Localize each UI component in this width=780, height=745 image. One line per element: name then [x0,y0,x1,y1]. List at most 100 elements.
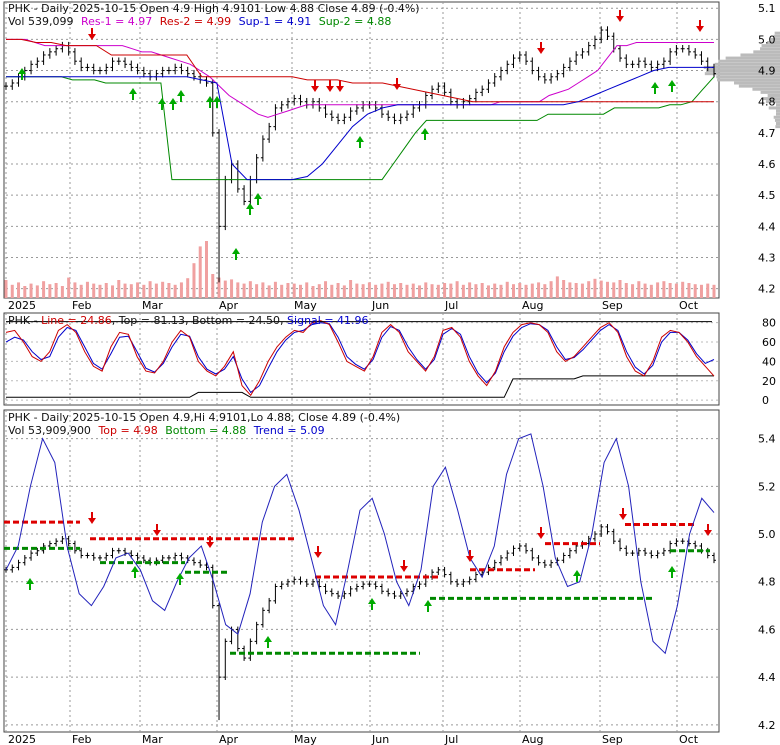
price-header-res1: Res-1 = 4.97 [81,15,152,28]
volume-bar [255,284,258,298]
trend-header-line2: Vol 53,909,900 Top = 4.98 Bottom = 4.88 … [8,424,325,437]
volume-bar [236,282,239,298]
volume-bar [637,281,640,298]
volume-bar [318,284,321,298]
stoch-header-top: Top = 81.13 [118,314,185,327]
volume-bar [261,282,264,298]
volume-bar [86,282,89,298]
volume-bar [713,285,716,298]
price-header-sup1: Sup-1 = 4.91 [239,15,312,28]
volume-bar [293,284,296,298]
volume-bar [518,283,521,298]
volume-bar [186,278,189,298]
price-y-tick-label: 4.7 [758,127,776,140]
volume-bar [675,284,678,298]
price-x-tick-label: Jun [371,299,389,312]
volume-bar [5,280,8,298]
volume-bar [355,284,358,298]
trend-x-tick-label: 2025 [8,733,36,745]
volume-profile-bar [734,82,780,85]
stoch-y-tick-label: 60 [762,336,776,349]
price-y-tick-label: 4.5 [758,189,776,202]
volume-bar [167,283,170,298]
volume-bar [606,282,609,298]
volume-bar [512,284,515,298]
volume-bar [124,284,127,298]
volume-bar [105,283,108,298]
volume-profile-bar [775,125,780,128]
volume-profile-bar [760,47,780,50]
volume-bar [600,281,603,298]
volume-bar [55,283,58,298]
stoch-y-tick-label: 20 [762,375,776,388]
trend-header-top: Top = 4.98 [97,424,157,437]
volume-bar [330,285,333,298]
volume-bar [73,282,76,298]
price-x-tick-label: Mar [142,299,163,312]
volume-bar [374,285,377,298]
trend-header-volume: Vol 53,909,900 [8,424,91,437]
volume-bar [587,281,590,298]
volume-bar [174,285,177,298]
volume-bar [142,285,145,298]
trend-y-tick-label: 4.8 [758,576,776,589]
volume-bar [343,285,346,298]
stoch-header: PHK - Line = 24.86, Top = 81.13, Bottom … [8,314,369,327]
stoch-header-ticker: PHK [8,314,31,327]
price-x-tick-label: Sep [602,299,623,312]
trend-x-tick-label: Apr [219,733,239,745]
volume-profile-bar [776,113,780,116]
volume-bar [224,281,227,298]
trend-y-tick-label: 4.6 [758,623,776,636]
volume-bar [556,276,559,298]
volume-bar [669,283,672,298]
volume-profile-bar [726,57,780,60]
volume-bar [199,246,202,298]
price-header-line1: PHK - Daily 2025-10-15 Open 4.9 High 4.9… [8,2,420,15]
stoch-y-tick-label: 80 [762,317,776,330]
volume-bar [380,284,383,298]
trend-x-tick-label: Sep [602,733,623,745]
price-header-ticker: PHK [8,2,31,15]
volume-bar [67,278,70,298]
volume-bar [487,285,490,298]
volume-bar [98,285,101,298]
volume-bar [299,285,302,298]
price-x-tick-label: Jul [444,299,458,312]
volume-bar [418,285,421,298]
volume-bar [550,281,553,298]
volume-bar [625,283,628,298]
trend-y-tick-label: 5.0 [758,528,776,541]
volume-bar [349,280,352,298]
volume-bar [474,284,477,298]
volume-bar [211,274,214,298]
volume-bar [706,284,709,298]
trend-x-tick-label: Aug [522,733,543,745]
stoch-header-line: Line = 24.86 [41,314,112,327]
price-y-tick-label: 5.1 [758,2,776,15]
price-header-volume: Vol 539,099 [8,15,73,28]
trend-panel-frame [4,410,719,732]
price-x-tick-label: Apr [219,299,239,312]
price-y-tick-label: 5.0 [758,33,776,46]
price-y-tick-label: 4.4 [758,220,776,233]
price-header-res2: Res-2 = 4.99 [160,15,231,28]
volume-bar [17,282,20,298]
volume-bar [312,286,315,298]
volume-bar [644,284,647,298]
trend-x-tick-label: May [294,733,317,745]
price-y-tick-label: 4.3 [758,251,776,264]
volume-bar [575,283,578,298]
volume-bar [531,284,534,298]
volume-bar [499,285,502,298]
volume-bar [11,285,14,298]
volume-bar [161,282,164,298]
stoch-header-bottom: Bottom = 24.50 [192,314,280,327]
trend-y-tick-label: 4.4 [758,671,776,684]
volume-bar [443,283,446,298]
volume-bar [506,282,509,298]
volume-bar [399,283,402,298]
volume-bar [192,263,195,298]
